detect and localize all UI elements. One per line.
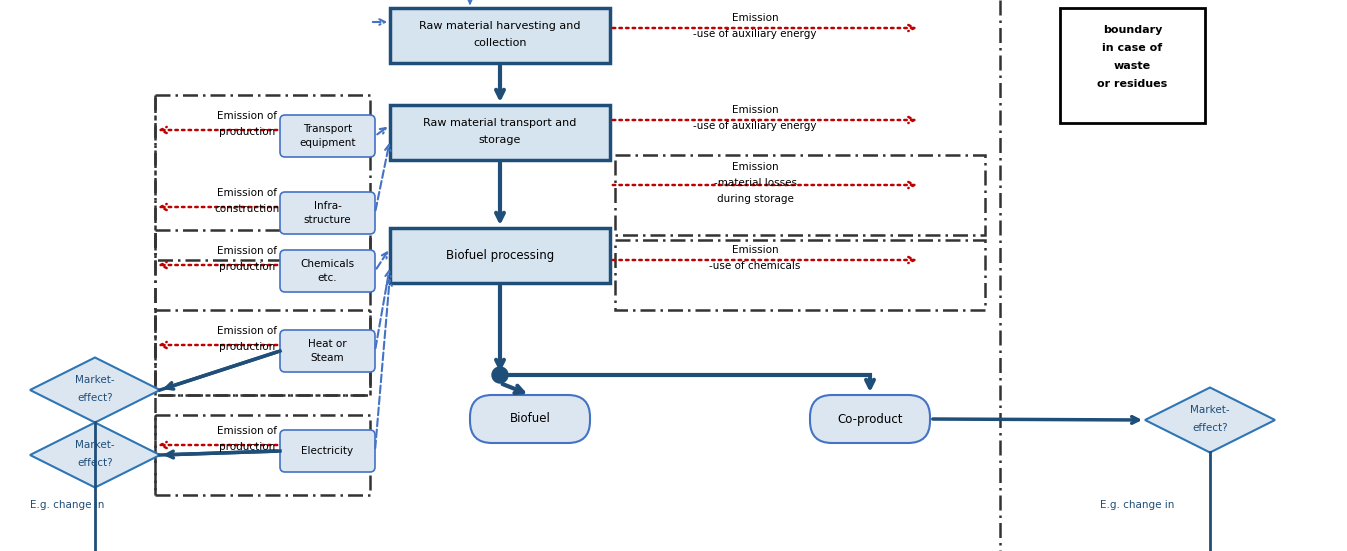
Text: effect?: effect?	[1192, 423, 1228, 433]
Text: or residues: or residues	[1098, 79, 1168, 89]
Text: effect?: effect?	[77, 458, 113, 468]
Text: Emission: Emission	[731, 162, 779, 172]
FancyBboxPatch shape	[280, 330, 374, 372]
FancyBboxPatch shape	[280, 430, 374, 472]
Polygon shape	[1145, 387, 1276, 452]
FancyBboxPatch shape	[280, 115, 374, 157]
Text: Emission: Emission	[731, 13, 779, 23]
FancyBboxPatch shape	[280, 192, 374, 234]
Bar	[155, 95, 370, 260]
Text: equipment: equipment	[299, 138, 356, 148]
Text: collection: collection	[473, 38, 527, 48]
Text: Market-: Market-	[1191, 405, 1230, 415]
Text: -use of auxiliary energy: -use of auxiliary energy	[694, 121, 816, 131]
Text: Raw material harvesting and: Raw material harvesting and	[419, 21, 581, 31]
Text: Market-: Market-	[75, 375, 114, 385]
Text: production: production	[218, 127, 275, 137]
Text: Transport: Transport	[303, 124, 352, 134]
Text: Co-product: Co-product	[838, 413, 902, 425]
Text: Biofuel: Biofuel	[509, 413, 551, 425]
Text: Emission: Emission	[731, 105, 779, 115]
Text: production: production	[218, 342, 275, 352]
Text: production: production	[218, 262, 275, 272]
Text: etc.: etc.	[318, 273, 337, 283]
Text: -use of chemicals: -use of chemicals	[710, 261, 800, 271]
Text: Heat or: Heat or	[308, 339, 346, 349]
Text: -use of auxiliary energy: -use of auxiliary energy	[694, 29, 816, 39]
Bar	[155, 310, 370, 395]
Polygon shape	[30, 423, 160, 488]
Bar	[616, 155, 985, 235]
FancyBboxPatch shape	[391, 105, 610, 160]
Text: Biofuel processing: Biofuel processing	[446, 249, 554, 262]
Text: Emission of: Emission of	[217, 246, 277, 256]
Text: Electricity: Electricity	[302, 446, 353, 456]
Circle shape	[492, 367, 508, 383]
Text: E.g. change in: E.g. change in	[30, 500, 104, 510]
Text: Chemicals: Chemicals	[300, 259, 354, 269]
Bar	[616, 240, 985, 310]
Text: Emission of: Emission of	[217, 426, 277, 436]
Bar	[155, 415, 370, 495]
FancyBboxPatch shape	[280, 250, 374, 292]
Text: Steam: Steam	[311, 353, 345, 363]
Text: Emission of: Emission of	[217, 326, 277, 336]
Text: Emission of: Emission of	[217, 188, 277, 198]
Text: production: production	[218, 442, 275, 452]
Text: Market-: Market-	[75, 440, 114, 450]
FancyBboxPatch shape	[391, 8, 610, 63]
Text: storage: storage	[478, 135, 521, 145]
Text: in case of: in case of	[1102, 43, 1162, 53]
FancyBboxPatch shape	[470, 395, 590, 443]
FancyBboxPatch shape	[1060, 8, 1206, 123]
Bar	[155, 230, 370, 395]
Polygon shape	[30, 358, 160, 423]
Text: Emission: Emission	[731, 245, 779, 255]
Text: during storage: during storage	[717, 194, 793, 204]
Text: boundary: boundary	[1103, 25, 1162, 35]
FancyBboxPatch shape	[810, 395, 929, 443]
Text: structure: structure	[303, 215, 352, 225]
Text: Emission of: Emission of	[217, 111, 277, 121]
Text: construction: construction	[214, 204, 280, 214]
Text: Raw material transport and: Raw material transport and	[423, 118, 577, 128]
Text: effect?: effect?	[77, 393, 113, 403]
Text: E.g. change in: E.g. change in	[1100, 500, 1175, 510]
FancyBboxPatch shape	[391, 228, 610, 283]
Text: -material losses: -material losses	[714, 178, 796, 188]
Text: Infra-: Infra-	[314, 201, 341, 211]
Text: waste: waste	[1114, 61, 1152, 71]
